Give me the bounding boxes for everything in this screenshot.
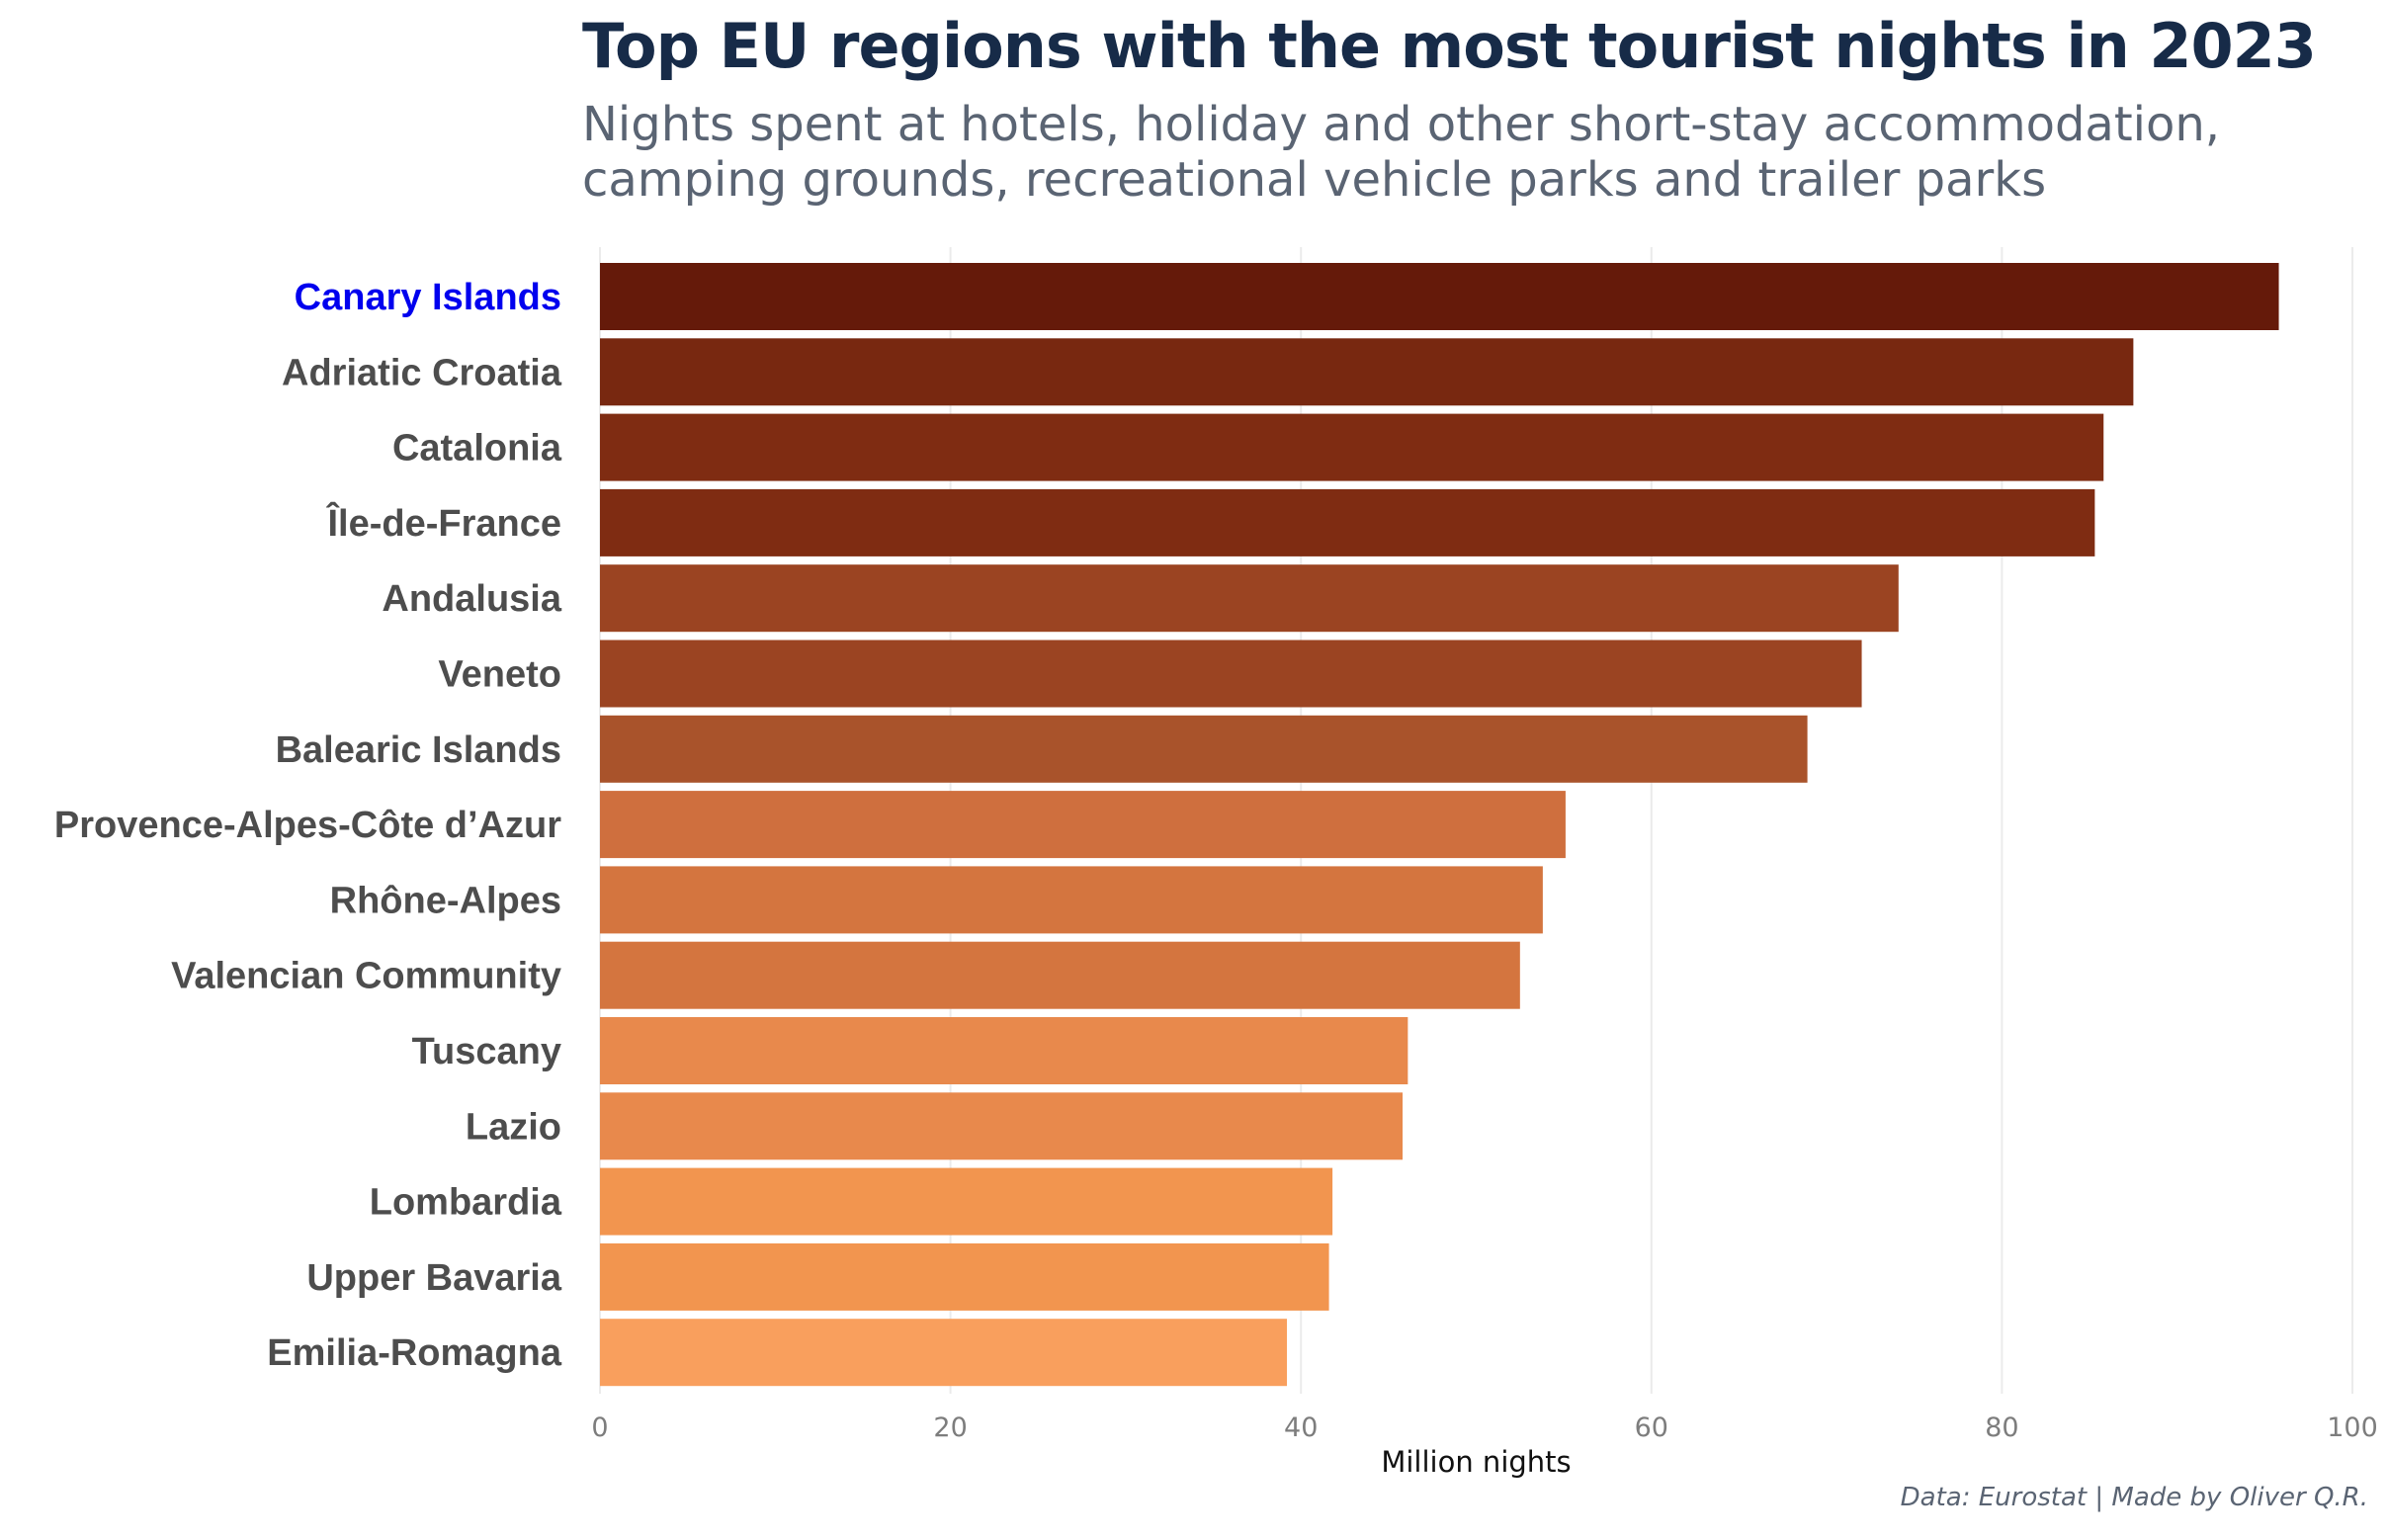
bars [600,263,2279,1387]
bar [600,1319,1288,1387]
bar [600,1092,1404,1160]
category-label: Tuscany [412,1031,561,1072]
category-label: Balearic Islands [276,729,561,771]
category-label: Rhône-Alpes [330,880,561,921]
category-label: Upper Bavaria [306,1257,562,1299]
bar [600,941,1520,1009]
category-label: Lombardia [370,1182,562,1224]
bar [600,338,2134,406]
x-tick-label: 40 [1284,1412,1318,1443]
x-tick-label: 0 [591,1412,608,1443]
category-label: Veneto [438,654,561,696]
x-tick-labels: 0 20 40 60 80 100 [591,1412,2377,1443]
x-tick-label: 100 [2327,1412,2378,1443]
category-label: Andalusia [382,578,561,620]
category-label: Provence-Alpes-Côte d’Azur [54,805,561,846]
bar [600,488,2095,556]
category-label: Île-de-France [325,501,561,545]
source-note: Data: Eurostat | Made by Oliver Q.R. [1900,1483,2368,1512]
bar [600,791,1566,859]
bar [600,413,2104,481]
chart-title: Top EU regions with the most tourist nig… [582,10,2317,82]
bar [600,1167,1333,1236]
category-label: Emilia-Romagna [267,1332,562,1374]
bar [600,564,1899,633]
bar [600,866,1543,934]
category-label: Lazio [466,1106,561,1148]
bar [600,640,1862,708]
chart-subtitle-line-1: Nights spent at hotels, holiday and othe… [582,97,2221,152]
category-label: Valencian Community [171,956,561,997]
x-tick-label: 60 [1635,1412,1668,1443]
category-label: Catalonia [392,428,562,470]
x-tick-label: 20 [933,1412,967,1443]
category-label: Adriatic Croatia [282,352,562,393]
chart-subtitle: Nights spent at hotels, holiday and othe… [582,97,2220,208]
category-label: Canary Islands [295,277,561,318]
category-labels: Canary Islands Adriatic Croatia Catalonia Î… [54,277,562,1374]
bar [600,1017,1408,1084]
bar [600,263,2279,330]
bar [600,715,1808,783]
x-axis-title: Million nights [1381,1445,1571,1479]
chart-subtitle-line-2: camping grounds, recreational vehicle pa… [582,152,2047,208]
x-tick-label: 80 [1985,1412,2018,1443]
bar [600,1242,1329,1311]
